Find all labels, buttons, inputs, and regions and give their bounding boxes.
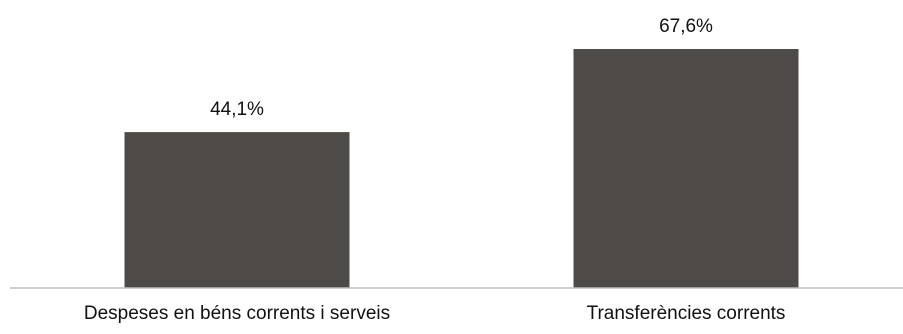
- category-label-2: Transferències corrents: [587, 303, 786, 324]
- bar-2: [573, 49, 799, 288]
- bars-layer: [124, 49, 799, 288]
- data-label-2: 67,6%: [659, 16, 713, 37]
- data-label-1: 44,1%: [210, 99, 264, 120]
- labels-layer: 44,1% Despeses en béns corrents i serveis…: [84, 16, 786, 324]
- bar-1: [124, 132, 350, 288]
- category-label-1: Despeses en béns corrents i serveis: [84, 303, 390, 324]
